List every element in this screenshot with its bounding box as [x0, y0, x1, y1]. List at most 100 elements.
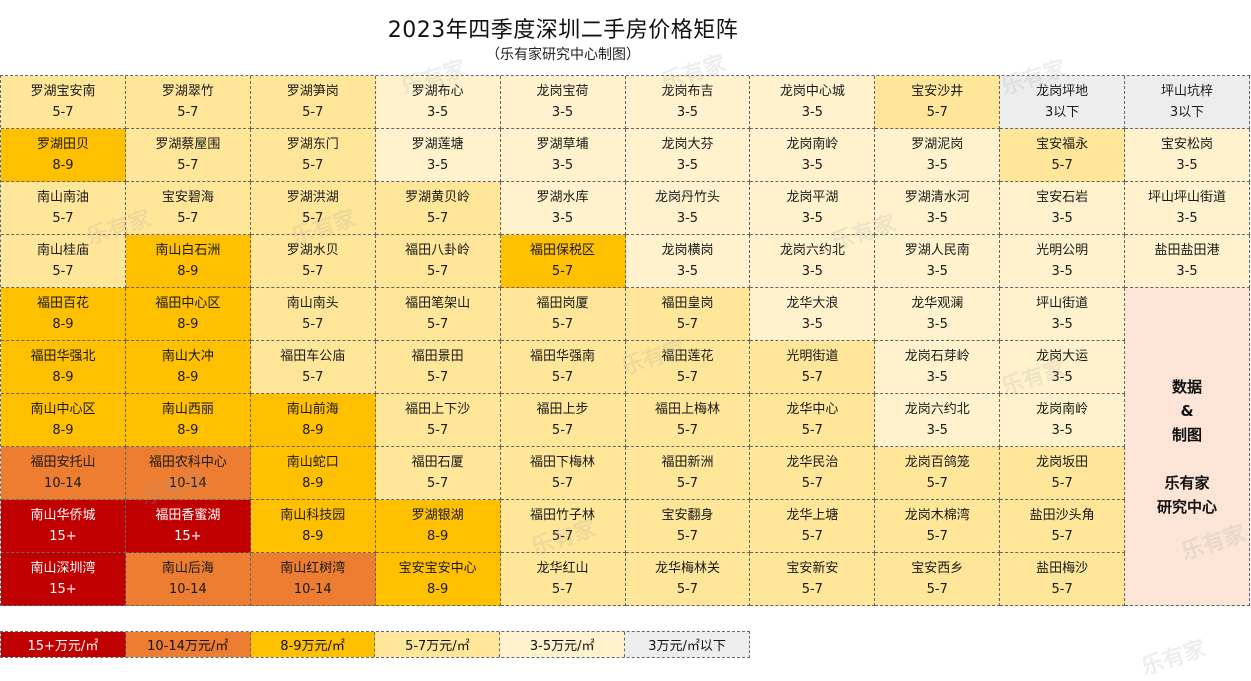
matrix-cell: 宝安松岗 3-5 — [1125, 129, 1250, 182]
price-range: 5-7 — [926, 476, 948, 491]
price-range: 3-5 — [926, 370, 948, 385]
matrix-cell: 福田华强南 5-7 — [500, 341, 626, 394]
matrix-cell: 龙岗宝荷 3-5 — [500, 76, 626, 129]
matrix-cell: 龙华梅林关 5-7 — [625, 553, 751, 606]
matrix-cell: 南山桂庙 5-7 — [1, 235, 126, 288]
matrix-cell: 龙岗丹竹头 3-5 — [625, 182, 751, 235]
matrix-cell: 宝安西乡 5-7 — [875, 553, 1001, 606]
matrix-cell: 宝安沙井 5-7 — [875, 76, 1001, 129]
area-name: 龙岗百鸽笼 — [904, 455, 970, 470]
price-range: 3-5 — [1176, 264, 1198, 279]
price-range: 3-5 — [801, 105, 823, 120]
price-range: 15+ — [49, 582, 77, 597]
area-name: 福田中心区 — [155, 296, 221, 311]
price-range: 3-5 — [926, 264, 948, 279]
price-range: 8-9 — [177, 264, 199, 279]
price-range: 5-7 — [52, 211, 74, 226]
price-range: 8-9 — [52, 317, 74, 332]
matrix-cell: 罗湖泥岗 3-5 — [875, 129, 1001, 182]
price-range: 3-5 — [676, 264, 699, 279]
price-range: 3-5 — [1051, 423, 1073, 438]
price-range: 8-9 — [52, 370, 74, 385]
area-name: 坪山街道 — [1036, 296, 1089, 311]
area-name: 福田竹子林 — [530, 508, 596, 523]
matrix-cell: 福田车公庙 5-7 — [250, 341, 376, 394]
area-name: 南山科技园 — [280, 508, 346, 523]
area-name: 龙岗石芽岭 — [904, 349, 970, 364]
matrix-cell: 龙华民治 5-7 — [750, 447, 876, 500]
area-name: 龙华观澜 — [911, 296, 964, 311]
price-range: 5-7 — [676, 423, 699, 438]
matrix-cell: 龙华红山 5-7 — [500, 553, 626, 606]
matrix-cell: 福田保税区 5-7 — [500, 235, 626, 288]
chart-title: 2023年四季度深圳二手房价格矩阵 — [387, 18, 739, 43]
price-range: 5-7 — [427, 317, 449, 332]
area-name: 南山后海 — [161, 561, 214, 576]
matrix-cell: 光明街道 5-7 — [750, 341, 876, 394]
matrix-cell: 南山华侨城 15+ — [1, 500, 126, 553]
price-range: 5-7 — [52, 264, 74, 279]
price-range: 3-5 — [801, 211, 823, 226]
area-name: 龙华红山 — [536, 561, 589, 576]
price-range: 3-5 — [801, 158, 823, 173]
price-range: 3-5 — [1051, 370, 1073, 385]
matrix-cell: 福田八卦岭 5-7 — [375, 235, 501, 288]
price-range: 3-5 — [1051, 317, 1073, 332]
price-range: 5-7 — [676, 476, 699, 491]
matrix-cell: 龙华观澜 3-5 — [875, 288, 1001, 341]
matrix-cell: 罗湖蔡屋围 5-7 — [125, 129, 251, 182]
matrix-cell: 宝安新安 5-7 — [750, 553, 876, 606]
area-name: 福田下梅林 — [530, 455, 596, 470]
price-range: 5-7 — [551, 317, 574, 332]
matrix-cell: 坪山坑梓 3以下 — [1125, 76, 1250, 129]
matrix-cell: 宝安碧海 5-7 — [125, 182, 251, 235]
area-name: 罗湖莲塘 — [411, 137, 464, 152]
legend-item: 3万元/㎡以下 — [625, 632, 749, 657]
price-range: 5-7 — [926, 582, 948, 597]
area-name: 宝安翻身 — [661, 508, 714, 523]
matrix-cell: 罗湖东门 5-7 — [250, 129, 376, 182]
price-range: 5-7 — [801, 476, 823, 491]
credit-line2: & — [1180, 401, 1194, 420]
price-range: 8-9 — [52, 423, 74, 438]
matrix-cell: 罗湖银湖 8-9 — [375, 500, 501, 553]
area-name: 宝安福永 — [1036, 137, 1089, 152]
price-range: 3-5 — [676, 158, 699, 173]
price-range: 3-5 — [427, 105, 449, 120]
price-range: 8-9 — [302, 476, 324, 491]
matrix-cell: 罗湖洪湖 5-7 — [250, 182, 376, 235]
matrix-cell: 龙岗六约北 3-5 — [875, 394, 1001, 447]
price-range: 3-5 — [801, 264, 823, 279]
price-range: 3-5 — [1051, 211, 1073, 226]
matrix-cell: 龙华上塘 5-7 — [750, 500, 876, 553]
area-name: 福田香蜜湖 — [155, 508, 221, 523]
matrix-cell: 宝安福永 5-7 — [1000, 129, 1126, 182]
area-name: 龙岗南岭 — [1036, 402, 1089, 417]
price-range: 8-9 — [427, 529, 449, 544]
price-range: 3-5 — [676, 211, 699, 226]
credit-line3: 制图 — [1172, 425, 1203, 444]
price-range: 3-5 — [427, 158, 449, 173]
matrix-cell: 南山蛇口 8-9 — [250, 447, 376, 500]
matrix-cell: 福田景田 5-7 — [375, 341, 501, 394]
matrix-cell: 南山深圳湾 15+ — [1, 553, 126, 606]
matrix-cell: 福田皇岗 5-7 — [625, 288, 751, 341]
chart-subtitle: （乐有家研究中心制图） — [486, 47, 640, 63]
matrix-cell: 盐田沙头角 5-7 — [1000, 500, 1126, 553]
price-range: 5-7 — [801, 529, 823, 544]
area-name: 南山前海 — [286, 402, 339, 417]
credit-line1: 数据 — [1172, 377, 1203, 396]
price-range: 10-14 — [168, 476, 207, 491]
matrix-cell: 罗湖布心 3-5 — [375, 76, 501, 129]
legend-item: 10-14万元/㎡ — [125, 632, 251, 657]
price-range: 3-5 — [926, 158, 948, 173]
area-name: 福田皇岗 — [661, 296, 714, 311]
price-range: 5-7 — [1051, 476, 1073, 491]
price-range: 3-5 — [551, 211, 574, 226]
price-range: 5-7 — [177, 158, 199, 173]
price-range: 3-5 — [676, 105, 699, 120]
matrix-cell: 福田中心区 8-9 — [125, 288, 251, 341]
area-name: 坪山坪山街道 — [1148, 190, 1227, 205]
price-range: 5-7 — [1051, 529, 1073, 544]
price-range: 8-9 — [177, 423, 199, 438]
